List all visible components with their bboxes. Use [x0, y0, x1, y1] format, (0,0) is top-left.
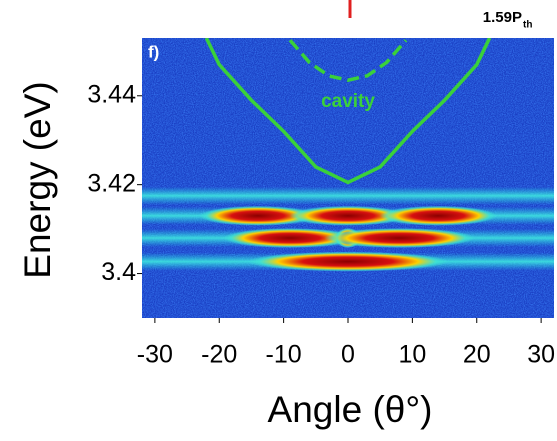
emission-spot — [379, 205, 497, 226]
x-tick-label: -10 — [266, 341, 302, 369]
x-tick-label: 20 — [463, 341, 491, 369]
y-tick-label: 3.42 — [87, 169, 136, 197]
x-tick-label: 30 — [527, 341, 555, 369]
emission-spot — [223, 228, 358, 248]
chart-title-subscript: th — [523, 20, 532, 31]
x-tick-label: -20 — [201, 341, 237, 369]
emission-spot — [199, 205, 317, 226]
y-axis-label: Energy (eV) — [17, 81, 58, 278]
cavity-curve — [288, 39, 408, 83]
annotation: cavity — [321, 91, 375, 112]
x-tick-label: 0 — [341, 341, 355, 369]
y-tick-label: 3.44 — [87, 80, 136, 108]
emission-spot — [324, 228, 475, 248]
y-tick-label: 3.4 — [101, 258, 136, 286]
x-axis-label: Angle (θ°) — [268, 389, 433, 430]
emission-spot — [289, 205, 407, 226]
plot-area — [142, 38, 554, 272]
emission-band — [142, 186, 554, 205]
panel-label: f) — [148, 42, 159, 61]
x-tick-label: -30 — [137, 341, 173, 369]
polariton-curve — [204, 38, 492, 185]
chart-title: 1.59P — [483, 9, 522, 26]
emission-spot — [247, 251, 449, 272]
x-tick-label: 10 — [398, 341, 426, 369]
